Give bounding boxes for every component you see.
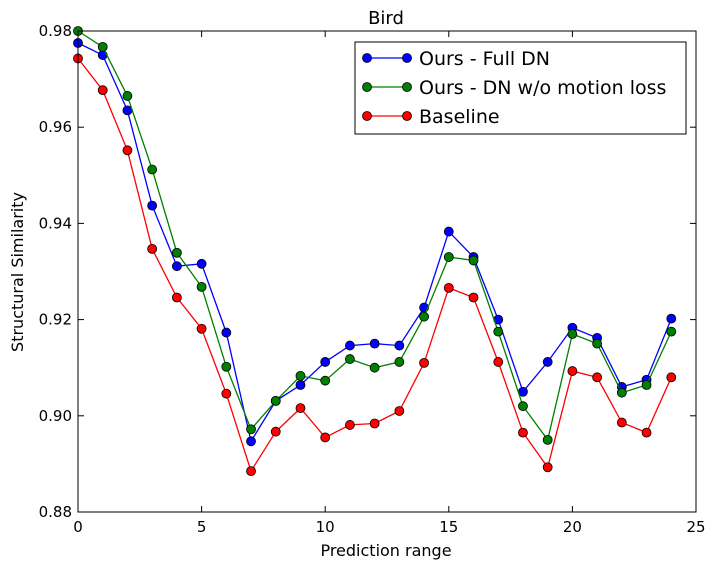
y-tick-label: 0.92 <box>39 311 72 329</box>
x-axis-label: Prediction range <box>320 541 451 560</box>
data-point <box>122 91 133 101</box>
data-point <box>542 434 553 445</box>
data-point <box>443 252 454 262</box>
data-point <box>518 401 528 412</box>
legend: Ours - Full DN Ours - DN w/o motion loss B… <box>354 41 687 135</box>
legend-marker <box>362 82 372 92</box>
legend-marker <box>402 53 412 63</box>
data-point <box>246 466 256 477</box>
data-point <box>295 370 306 381</box>
data-point <box>147 164 158 175</box>
data-point <box>171 247 182 258</box>
data-point <box>518 427 528 438</box>
x-tick-label: 0 <box>73 518 83 536</box>
data-point <box>196 323 207 334</box>
data-point <box>468 292 479 303</box>
data-point <box>542 357 553 367</box>
data-point <box>493 357 504 367</box>
data-point <box>666 313 677 324</box>
data-point <box>270 395 281 406</box>
legend-marker <box>362 53 372 63</box>
data-point <box>320 432 331 443</box>
data-point <box>320 375 331 386</box>
data-point <box>171 292 182 303</box>
data-point <box>567 329 578 339</box>
legend-label: Ours - Full DN <box>419 48 550 70</box>
x-axis-ticks: 0 5 10 15 20 25 <box>73 31 706 536</box>
x-tick-label: 20 <box>563 518 582 536</box>
data-point <box>320 357 331 367</box>
series-1 <box>73 38 677 447</box>
x-tick-label: 25 <box>686 518 705 536</box>
data-point <box>221 388 232 399</box>
data-point <box>295 403 306 414</box>
data-point <box>246 436 256 447</box>
data-point <box>122 145 133 156</box>
y-tick-label: 0.88 <box>39 503 72 521</box>
data-point <box>616 387 627 398</box>
legend-marker <box>402 82 412 92</box>
legend-entry: Baseline <box>362 106 500 128</box>
data-point <box>394 406 405 416</box>
legend-label: Ours - DN w/o motion loss <box>419 77 666 99</box>
data-point <box>641 427 652 438</box>
data-point <box>345 420 355 430</box>
x-tick-label: 15 <box>439 518 458 536</box>
y-axis-label: Structural Similarity <box>8 192 27 352</box>
data-point <box>592 372 603 383</box>
data-point <box>493 326 504 337</box>
data-point <box>419 311 429 322</box>
series-2 <box>73 26 677 445</box>
y-tick-label: 0.94 <box>39 214 72 232</box>
legend-marker <box>362 111 372 121</box>
data-point <box>246 424 256 435</box>
data-point <box>345 340 355 351</box>
data-point <box>295 380 306 390</box>
legend-label: Baseline <box>419 106 500 128</box>
legend-marker <box>402 111 412 121</box>
data-point <box>221 361 232 372</box>
series-3 <box>73 53 677 477</box>
data-point <box>369 338 380 349</box>
chart-title: Bird <box>368 8 404 29</box>
y-tick-label: 0.96 <box>39 118 72 136</box>
data-point <box>97 41 108 52</box>
data-point <box>592 338 603 349</box>
data-point <box>147 200 158 211</box>
data-point <box>345 354 355 364</box>
data-point <box>394 340 405 351</box>
data-point <box>567 366 578 376</box>
y-tick-label: 0.98 <box>39 22 72 40</box>
data-point <box>666 326 677 337</box>
data-point <box>196 281 207 292</box>
data-point <box>369 418 380 429</box>
x-tick-label: 10 <box>316 518 335 536</box>
data-point <box>616 417 627 428</box>
plot-frame <box>77 30 697 513</box>
data-point <box>196 258 207 269</box>
data-point <box>147 243 158 254</box>
y-axis-ticks: 0.88 0.90 0.92 0.94 0.96 0.98 <box>39 22 696 521</box>
legend-entry: Ours - DN w/o motion loss <box>362 77 666 99</box>
data-point <box>97 85 108 96</box>
legend-entry: Ours - Full DN <box>362 48 550 70</box>
data-point <box>641 380 652 390</box>
data-point <box>443 282 454 293</box>
data-point <box>171 261 182 272</box>
data-point <box>468 255 479 266</box>
series-layer <box>73 26 677 477</box>
y-tick-label: 0.90 <box>39 407 72 425</box>
data-point <box>270 426 281 437</box>
data-point <box>542 462 553 473</box>
data-point <box>394 357 405 367</box>
data-point <box>369 362 380 373</box>
data-point <box>221 327 232 338</box>
data-point <box>443 226 454 237</box>
data-point <box>419 357 429 368</box>
data-point <box>666 372 677 383</box>
x-tick-label: 5 <box>197 518 207 536</box>
